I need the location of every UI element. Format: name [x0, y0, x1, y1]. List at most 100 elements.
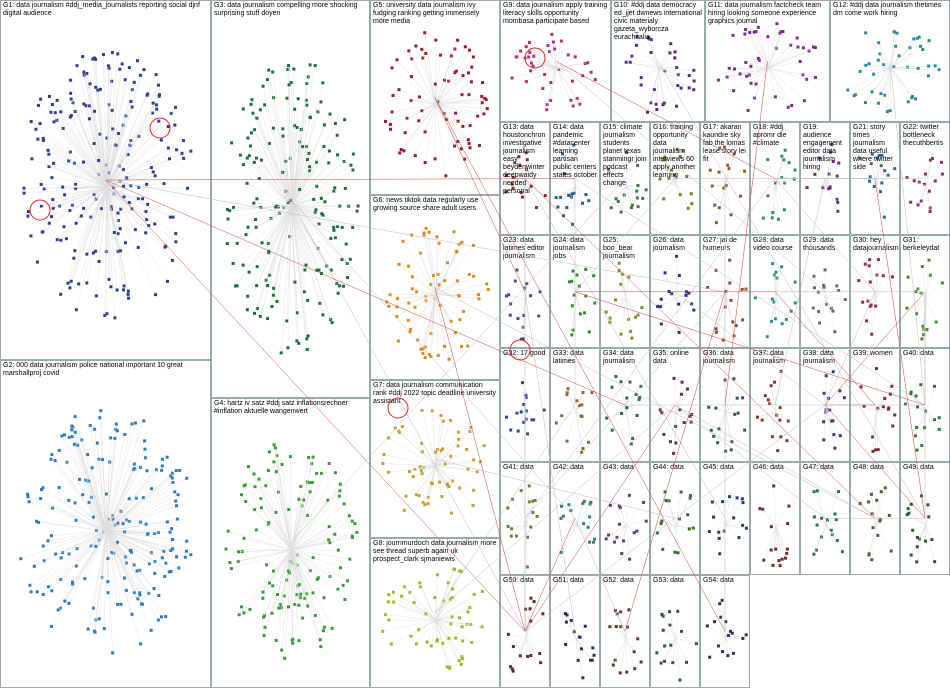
- node: [909, 391, 913, 395]
- node: [524, 45, 528, 49]
- node: [583, 62, 587, 66]
- group-label: G47: data: [803, 463, 834, 471]
- edge: [435, 99, 487, 105]
- edge: [575, 638, 595, 656]
- node: [284, 159, 288, 163]
- node: [905, 306, 909, 310]
- edge: [865, 65, 892, 69]
- node: [170, 471, 174, 475]
- edge: [420, 294, 437, 350]
- node: [933, 418, 937, 422]
- edge: [41, 184, 107, 188]
- node: [141, 496, 145, 500]
- node: [381, 629, 385, 633]
- node: [313, 64, 317, 68]
- node: [455, 279, 459, 283]
- edge: [74, 444, 107, 532]
- node: [29, 120, 33, 124]
- edge: [875, 525, 892, 551]
- node: [756, 25, 760, 29]
- node: [624, 60, 628, 64]
- edge: [291, 549, 333, 629]
- group-nodes: [506, 484, 539, 569]
- edge: [291, 205, 296, 283]
- node: [413, 305, 417, 309]
- edge: [93, 517, 107, 532]
- node: [525, 158, 529, 162]
- node: [692, 88, 696, 92]
- node: [253, 311, 257, 315]
- edge: [890, 49, 923, 69]
- node: [101, 458, 105, 462]
- edge: [574, 178, 676, 292]
- group-label: G19: audience engagement editor data jou…: [803, 124, 842, 171]
- node: [87, 500, 91, 504]
- node: [692, 79, 696, 83]
- edge: [291, 205, 318, 271]
- edge: [421, 443, 437, 467]
- edge: [106, 423, 133, 532]
- node: [670, 292, 674, 296]
- node: [262, 615, 266, 619]
- node: [619, 282, 623, 286]
- node: [330, 626, 334, 630]
- node: [858, 501, 862, 505]
- edge: [243, 485, 292, 551]
- node: [723, 305, 727, 309]
- group-nodes: [755, 370, 790, 453]
- node: [919, 383, 923, 387]
- node: [659, 661, 663, 665]
- node: [395, 58, 399, 62]
- node: [541, 86, 545, 90]
- edge: [807, 185, 827, 188]
- node: [129, 550, 133, 554]
- node: [92, 629, 96, 633]
- edge: [873, 67, 892, 75]
- node: [674, 441, 678, 445]
- node: [169, 111, 173, 115]
- node: [927, 189, 931, 193]
- node: [725, 75, 729, 79]
- node: [91, 57, 95, 61]
- node: [682, 421, 686, 425]
- node: [246, 465, 250, 469]
- edge: [775, 411, 789, 422]
- edge: [100, 89, 107, 188]
- node: [570, 333, 574, 337]
- edge: [740, 67, 769, 75]
- node: [652, 88, 656, 92]
- node: [106, 557, 110, 561]
- node: [738, 72, 742, 76]
- node: [115, 429, 119, 433]
- edge: [106, 53, 118, 188]
- node: [940, 281, 944, 285]
- edge: [392, 104, 437, 113]
- node: [271, 70, 275, 74]
- edge: [566, 614, 577, 639]
- edge: [555, 60, 826, 292]
- node: [40, 488, 44, 492]
- edge: [435, 294, 450, 360]
- edge: [237, 205, 292, 244]
- node: [327, 525, 331, 529]
- edge: [258, 479, 292, 551]
- node: [629, 442, 633, 446]
- node: [436, 353, 440, 357]
- edge: [291, 117, 311, 207]
- node: [461, 124, 465, 128]
- node: [714, 269, 718, 273]
- node: [691, 526, 695, 530]
- edge: [106, 528, 172, 532]
- node: [504, 190, 508, 194]
- edge: [657, 525, 677, 533]
- edge: [757, 411, 777, 418]
- node: [511, 669, 515, 673]
- edge: [43, 530, 107, 595]
- node: [248, 144, 252, 148]
- edge: [267, 205, 292, 286]
- node: [878, 52, 882, 56]
- node: [892, 65, 896, 69]
- node: [338, 482, 342, 486]
- node: [132, 563, 136, 567]
- edge: [625, 185, 639, 207]
